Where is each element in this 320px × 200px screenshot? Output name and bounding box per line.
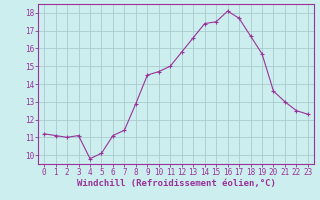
X-axis label: Windchill (Refroidissement éolien,°C): Windchill (Refroidissement éolien,°C) <box>76 179 276 188</box>
